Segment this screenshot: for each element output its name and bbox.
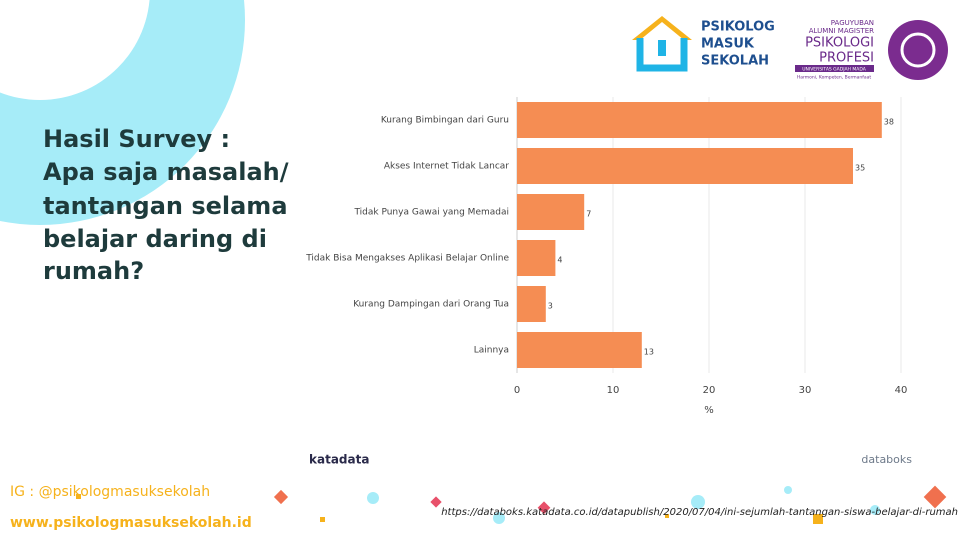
- category-label: Tidak Bisa Mengakses Aplikasi Belajar On…: [305, 254, 509, 264]
- bar: [517, 194, 585, 230]
- decor-shapes: [76, 485, 947, 524]
- title-line: rumah?: [43, 257, 144, 285]
- category-label: Tidak Punya Gawai yang Memadai: [353, 208, 509, 218]
- logo-text: UNIVERSITAS GADJAH MADA: [802, 67, 867, 73]
- title-line: Apa saja masalah/: [43, 158, 289, 186]
- x-tick-label: 20: [703, 385, 716, 396]
- x-tick-label: 0: [514, 385, 520, 396]
- dot: [691, 495, 705, 509]
- source-url: https://databoks.katadata.co.id/datapubl…: [441, 507, 958, 518]
- logo-text: PAGUYUBAN: [831, 19, 874, 27]
- ring-inner: [0, 0, 150, 100]
- bar: [517, 102, 882, 138]
- bar: [517, 148, 853, 184]
- logo-emblem: [888, 20, 948, 80]
- value-label: 38: [884, 118, 894, 127]
- square: [665, 514, 669, 518]
- databoks-logo: databoks: [861, 453, 912, 466]
- house-body: [636, 38, 688, 72]
- diamond: [273, 489, 289, 505]
- logo-pms: PSIKOLOG MASUK SEKOLAH: [632, 16, 775, 72]
- category-label: Akses Internet Tidak Lancar: [384, 162, 509, 172]
- dot: [870, 505, 880, 515]
- bar: [517, 240, 556, 276]
- category-label: Lainnya: [474, 346, 509, 356]
- title-line: Hasil Survey :: [43, 125, 230, 153]
- logo-emblem-ring: [900, 32, 936, 68]
- decor-ring: [0, 0, 245, 225]
- bar-chart: 0 10 20 30 40% Kurang Bimbingan dari Guru 38 Ak…: [305, 97, 907, 416]
- logo-text: MASUK: [701, 37, 755, 52]
- diamond: [430, 496, 442, 508]
- value-label: 13: [644, 348, 654, 357]
- title-line: belajar daring di: [43, 225, 267, 253]
- logo-profesi: PAGUYUBAN ALUMNI MAGISTER PSIKOLOGI PROF…: [795, 19, 948, 81]
- instagram: IG : @psikologmasuksekolah: [10, 484, 210, 500]
- logo-text: Harmoni, Kompeten, Bermanfaat: [797, 75, 871, 81]
- x-axis-label: %: [704, 405, 714, 416]
- bar: [517, 332, 642, 368]
- value-label: 35: [855, 164, 865, 173]
- title: Hasil Survey : Apa saja masalah/ tantang…: [43, 125, 289, 285]
- bar: [517, 286, 546, 322]
- value-label: 3: [548, 302, 553, 311]
- x-tick-label: 30: [799, 385, 812, 396]
- dot: [784, 486, 792, 494]
- x-tick-label: 10: [607, 385, 620, 396]
- logo-text: PROFESI: [819, 51, 874, 66]
- katadata-logo: katadata: [309, 453, 369, 467]
- square: [813, 514, 823, 524]
- value-label: 7: [586, 210, 591, 219]
- logo-text: PSIKOLOGI: [805, 36, 874, 51]
- logo-text: PSIKOLOG: [701, 20, 775, 35]
- diamond: [923, 485, 947, 509]
- title-line: tantangan selama: [43, 192, 288, 220]
- logo-text: SEKOLAH: [701, 54, 769, 69]
- square: [320, 517, 325, 522]
- category-label: Kurang Dampingan dari Orang Tua: [353, 300, 509, 310]
- square: [76, 494, 81, 499]
- website: www.psikologmasuksekolah.id: [10, 515, 252, 531]
- house-roof: [632, 16, 692, 40]
- house-door: [658, 40, 666, 56]
- category-label: Kurang Bimbingan dari Guru: [381, 116, 509, 126]
- dot: [493, 512, 505, 524]
- dot: [367, 492, 379, 504]
- value-label: 4: [557, 256, 562, 265]
- logo-text: ALUMNI MAGISTER: [809, 27, 874, 35]
- x-tick-label: 40: [895, 385, 908, 396]
- logo-band: [795, 65, 874, 72]
